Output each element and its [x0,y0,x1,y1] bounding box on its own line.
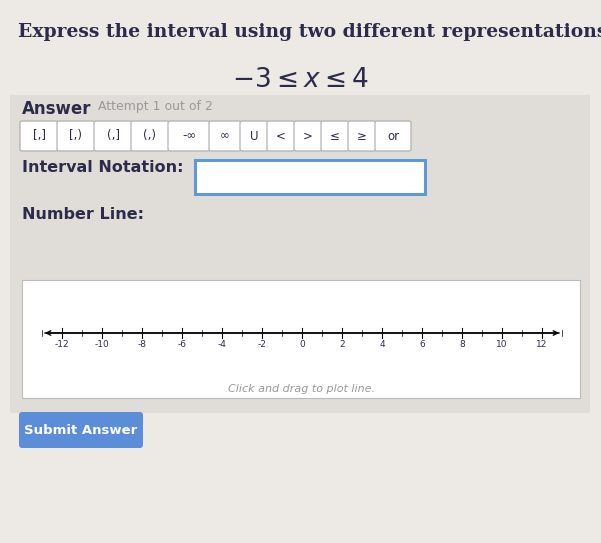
Text: ≥: ≥ [357,129,367,142]
Text: (,): (,) [144,129,156,142]
Text: 0: 0 [299,340,305,349]
FancyBboxPatch shape [131,121,169,151]
Text: [,]: [,] [32,129,46,142]
Text: -10: -10 [94,340,109,349]
Text: U: U [250,129,258,142]
FancyBboxPatch shape [20,121,58,151]
Text: 8: 8 [459,340,465,349]
FancyBboxPatch shape [22,280,580,398]
Text: ∞: ∞ [220,129,230,142]
Text: $-3 \leq x \leq 4$: $-3 \leq x \leq 4$ [232,67,368,92]
Text: <: < [276,129,286,142]
Text: Submit Answer: Submit Answer [25,424,138,437]
Text: -12: -12 [55,340,69,349]
Text: Attempt 1 out of 2: Attempt 1 out of 2 [98,100,213,113]
FancyBboxPatch shape [321,121,349,151]
FancyBboxPatch shape [195,160,425,194]
FancyBboxPatch shape [267,121,295,151]
FancyBboxPatch shape [209,121,241,151]
FancyBboxPatch shape [168,121,210,151]
FancyBboxPatch shape [19,412,143,448]
Text: 2: 2 [339,340,345,349]
Text: 4: 4 [379,340,385,349]
Text: >: > [303,129,313,142]
Text: or: or [387,129,399,142]
Text: -6: -6 [177,340,186,349]
Text: [,): [,) [70,129,82,142]
Text: Number Line:: Number Line: [22,207,144,222]
Text: -4: -4 [218,340,227,349]
FancyBboxPatch shape [240,121,268,151]
FancyBboxPatch shape [375,121,411,151]
FancyBboxPatch shape [94,121,132,151]
Text: -8: -8 [138,340,147,349]
Text: 6: 6 [419,340,425,349]
FancyBboxPatch shape [294,121,322,151]
Text: -∞: -∞ [182,129,196,142]
Text: -2: -2 [258,340,266,349]
Text: Answer: Answer [22,100,91,118]
Text: Interval Notation:: Interval Notation: [22,160,183,175]
Text: (,]: (,] [106,129,120,142]
Text: Express the interval using two different representations.: Express the interval using two different… [18,23,601,41]
Text: 10: 10 [496,340,508,349]
FancyBboxPatch shape [57,121,95,151]
Text: ≤: ≤ [330,129,340,142]
Text: 12: 12 [536,340,548,349]
Text: Click and drag to plot line.: Click and drag to plot line. [228,384,374,394]
FancyBboxPatch shape [348,121,376,151]
FancyBboxPatch shape [10,95,590,413]
